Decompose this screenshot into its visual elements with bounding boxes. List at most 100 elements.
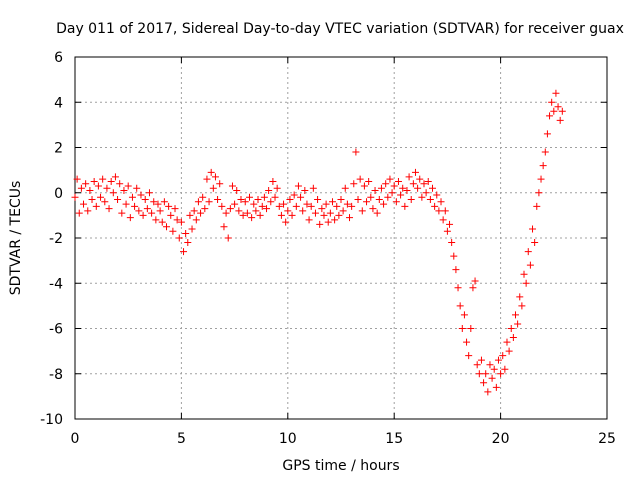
y-axis: -10 -8 -6 -4 -2 0 2 4 6: [40, 50, 607, 428]
data-point: [116, 180, 124, 188]
data-point: [529, 225, 537, 233]
data-point: [511, 311, 519, 319]
data-point: [258, 202, 266, 210]
data-point: [335, 211, 343, 219]
data-point: [520, 270, 528, 278]
data-point: [348, 202, 356, 210]
x-tick-label: 15: [385, 431, 403, 447]
data-point: [350, 180, 358, 188]
data-point: [535, 189, 543, 197]
data-point: [341, 184, 349, 192]
data-point: [222, 209, 230, 217]
data-point: [352, 148, 360, 156]
data-point: [209, 184, 217, 192]
data-point: [482, 370, 490, 378]
y-tick-label: -4: [49, 276, 63, 292]
data-point: [260, 193, 268, 201]
data-point: [301, 186, 309, 194]
data-point: [360, 182, 368, 190]
data-point: [524, 248, 532, 256]
data-point: [514, 320, 522, 328]
data-point: [92, 202, 100, 210]
x-tick-label: 20: [492, 431, 510, 447]
data-point: [303, 200, 311, 208]
x-tick-label: 10: [279, 431, 297, 447]
data-point: [299, 207, 307, 215]
data-point: [354, 196, 362, 204]
data-point: [365, 177, 373, 185]
data-point: [411, 168, 419, 176]
x-axis: 0 5 10 15 20 25: [71, 57, 616, 447]
data-point: [203, 175, 211, 183]
data-point: [550, 107, 558, 115]
data-point: [188, 225, 196, 233]
data-point: [311, 209, 319, 217]
data-point: [554, 103, 562, 111]
data-point: [328, 198, 336, 206]
data-point: [320, 211, 328, 219]
data-point: [235, 207, 243, 215]
data-point: [288, 211, 296, 219]
data-point: [422, 189, 430, 197]
data-point: [105, 205, 113, 213]
data-point: [99, 175, 107, 183]
data-point: [265, 186, 273, 194]
data-point: [256, 211, 264, 219]
data-point: [199, 193, 207, 201]
data-point: [507, 325, 515, 332]
data-point: [324, 218, 332, 226]
data-point: [145, 189, 153, 197]
data-point: [552, 89, 560, 97]
data-point: [433, 191, 441, 199]
data-point: [307, 202, 315, 210]
data-point: [101, 198, 109, 206]
data-point: [331, 216, 339, 224]
data-point: [216, 180, 224, 188]
data-point: [431, 202, 439, 210]
data-point: [558, 107, 566, 115]
data-point: [399, 184, 407, 192]
data-point: [148, 209, 156, 217]
data-point: [273, 184, 281, 192]
data-point: [158, 218, 166, 226]
data-point: [333, 202, 341, 210]
data-point: [388, 189, 396, 197]
x-tick-label: 25: [598, 431, 616, 447]
data-point: [214, 196, 222, 204]
x-tick-label: 5: [177, 431, 186, 447]
data-point: [284, 207, 292, 215]
data-point: [414, 184, 422, 192]
data-point: [175, 234, 183, 242]
x-axis-label: GPS time / hours: [282, 458, 399, 474]
data-point: [390, 182, 398, 190]
data-point: [371, 186, 379, 194]
data-point: [326, 209, 334, 217]
data-point: [469, 284, 477, 292]
data-point: [122, 200, 130, 208]
y-axis-label: SDTVAR / TECUs: [8, 181, 24, 296]
data-point: [271, 193, 279, 201]
data-point: [416, 175, 424, 183]
data-point: [111, 173, 119, 181]
data-point: [369, 205, 377, 213]
y-tick-label: -2: [49, 231, 63, 247]
data-point: [239, 211, 247, 219]
data-point: [460, 311, 468, 319]
data-point: [118, 209, 126, 217]
data-point: [394, 177, 402, 185]
data-point: [167, 211, 175, 219]
data-point: [71, 193, 79, 201]
data-point: [133, 184, 141, 192]
data-point: [160, 198, 168, 206]
data-point: [165, 202, 173, 210]
data-point: [418, 193, 426, 201]
data-point: [543, 130, 551, 138]
data-point: [403, 186, 411, 194]
data-point: [401, 202, 409, 210]
data-point: [475, 370, 483, 378]
data-point: [190, 207, 198, 215]
data-point: [471, 277, 479, 285]
data-point: [343, 200, 351, 208]
data-point: [128, 193, 136, 201]
